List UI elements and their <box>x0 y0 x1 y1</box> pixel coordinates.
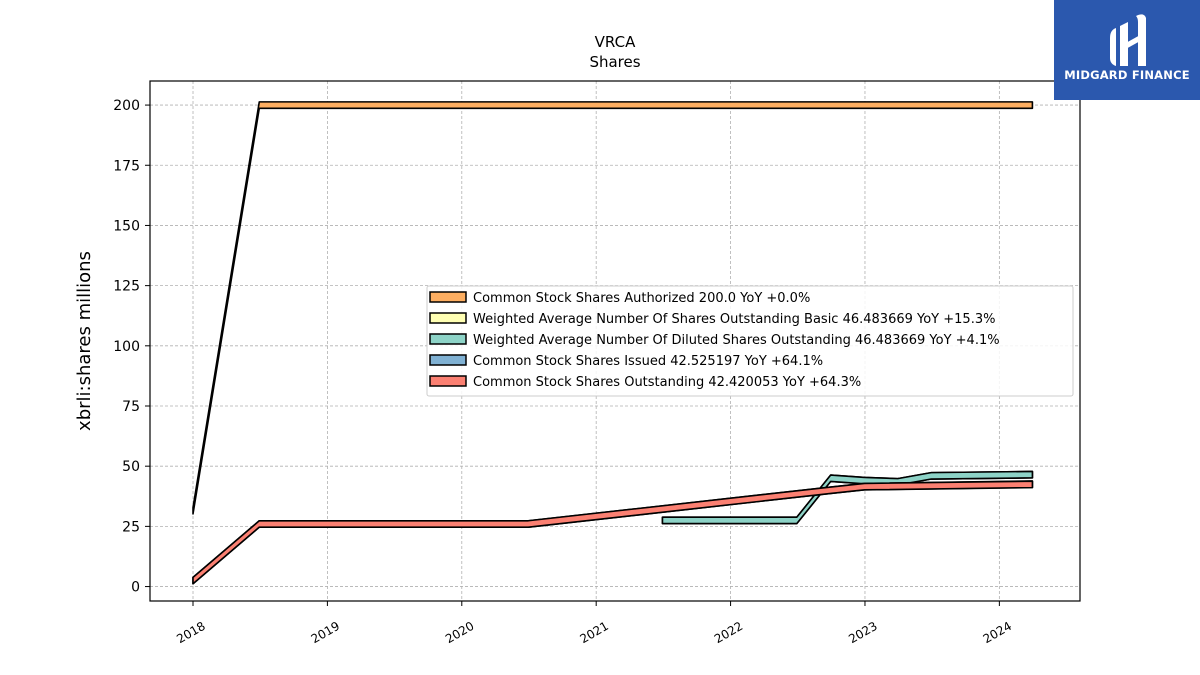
series-band-1 <box>192 101 1034 515</box>
legend-entry-label: Weighted Average Number Of Shares Outsta… <box>473 312 995 327</box>
brand-logo-text: MIDGARD FINANCE <box>1064 68 1190 82</box>
y-tick-label: 100 <box>113 339 140 355</box>
legend-box <box>426 285 1074 397</box>
legend-entry-label: Common Stock Shares Issued 42.525197 YoY… <box>473 354 823 369</box>
y-axis: 0 25 50 75 100 125 150 175 200 <box>113 98 150 596</box>
series-layer <box>192 101 1034 585</box>
plot-frame <box>149 80 1081 602</box>
x-tick-label: 2021 <box>577 619 610 646</box>
series-band-5 <box>192 480 1034 585</box>
legend-swatch <box>429 354 467 366</box>
legend-swatch <box>429 333 467 345</box>
y-tick-label: 0 <box>131 580 140 596</box>
y-axis-label: xbrli:shares millions <box>74 251 95 431</box>
x-tick-label: 2023 <box>846 619 879 646</box>
legend: Common Stock Shares Authorized 200.0 YoY… <box>426 285 1074 397</box>
legend-swatch <box>429 312 467 324</box>
x-tick-label: 2018 <box>174 619 207 646</box>
midgard-logo-icon <box>1110 14 1146 66</box>
x-tick-label: 2019 <box>309 619 342 646</box>
brand-logo: MIDGARD FINANCE <box>1054 0 1200 100</box>
y-tick-label: 150 <box>113 218 140 234</box>
chart-subtitle: Shares <box>589 53 640 71</box>
y-tick-label: 175 <box>113 158 140 174</box>
y-tick-label: 125 <box>113 279 140 295</box>
series-band-4 <box>192 480 1034 585</box>
x-tick-label: 2020 <box>443 619 476 646</box>
legend-entry-label: Weighted Average Number Of Diluted Share… <box>473 333 1000 348</box>
y-tick-label: 25 <box>122 519 140 535</box>
x-tick-label: 2024 <box>981 619 1014 646</box>
legend-swatch <box>429 291 467 303</box>
legend-entry-label: Common Stock Shares Authorized 200.0 YoY… <box>473 291 810 306</box>
legend-entry-label: Common Stock Shares Outstanding 42.42005… <box>473 375 861 390</box>
x-axis: 2018 2019 2020 2021 2022 2023 2024 <box>174 601 1014 646</box>
legend-swatch <box>429 375 467 387</box>
y-tick-label: 75 <box>122 399 140 415</box>
y-tick-label: 50 <box>122 459 140 475</box>
series-band-3 <box>661 470 1034 525</box>
chart-title: VRCA <box>595 33 636 51</box>
y-tick-label: 200 <box>113 98 140 114</box>
x-tick-label: 2022 <box>712 619 745 646</box>
